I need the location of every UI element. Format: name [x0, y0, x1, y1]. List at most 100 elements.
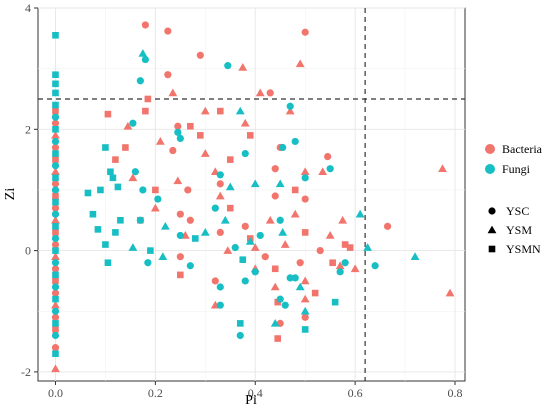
- data-point: [51, 234, 60, 243]
- data-point: [138, 49, 148, 57]
- data-point: [164, 71, 172, 79]
- data-point: [216, 283, 224, 291]
- data-point: [51, 119, 60, 127]
- data-point: [238, 63, 248, 71]
- data-point: [255, 88, 265, 97]
- data-point: [301, 313, 309, 321]
- data-point: [52, 295, 59, 303]
- data-point: [350, 264, 360, 273]
- x-tick-label: 0.0: [48, 386, 63, 400]
- data-point: [51, 364, 60, 373]
- data-point: [301, 195, 309, 203]
- data-point: [301, 28, 309, 36]
- data-point: [51, 162, 60, 170]
- data-point: [275, 179, 285, 188]
- data-point: [286, 274, 294, 282]
- data-point: [128, 173, 138, 182]
- data-point: [152, 186, 159, 194]
- data-point: [286, 102, 294, 110]
- data-point: [335, 261, 345, 270]
- data-point: [141, 55, 149, 64]
- data-point: [241, 277, 249, 285]
- data-point: [104, 110, 112, 118]
- data-point: [300, 294, 310, 303]
- data-point: [102, 241, 109, 248]
- data-point: [139, 186, 147, 194]
- data-point: [318, 167, 328, 176]
- data-point: [141, 21, 149, 29]
- data-point: [51, 313, 60, 321]
- data-point: [52, 198, 59, 206]
- data-point: [52, 89, 59, 97]
- threshold-lines: [38, 8, 465, 381]
- data-point: [311, 289, 319, 297]
- data-point: [338, 215, 348, 224]
- data-point: [129, 119, 137, 127]
- data-point: [226, 156, 234, 163]
- data-point: [215, 191, 225, 200]
- data-point: [241, 222, 249, 230]
- data-point: [251, 268, 259, 276]
- data-point: [52, 247, 59, 254]
- data-point: [51, 180, 60, 188]
- data-point: [97, 186, 104, 194]
- x-axis-title: Pi: [245, 393, 257, 408]
- data-point: [136, 77, 144, 85]
- x-tick-label: 0.6: [348, 386, 363, 400]
- data-point: [109, 174, 117, 182]
- data-point: [51, 344, 60, 352]
- data-point: [301, 229, 309, 236]
- data-point: [52, 80, 59, 88]
- data-point: [216, 107, 224, 115]
- data-point: [176, 210, 184, 218]
- data-point: [211, 204, 219, 212]
- data-point: [94, 226, 102, 233]
- y-tick-label: -2: [21, 365, 31, 379]
- data-point: [236, 331, 244, 340]
- data-point: [383, 222, 392, 230]
- data-point: [246, 132, 254, 139]
- data-point: [147, 247, 154, 254]
- data-point: [324, 152, 332, 161]
- legend-label-fungi: Fungi: [502, 162, 531, 176]
- data-point: [241, 149, 249, 158]
- data-point: [52, 326, 59, 333]
- data-point: [271, 192, 279, 200]
- data-point: [52, 350, 59, 358]
- data-point: [104, 259, 112, 267]
- data-point: [51, 252, 60, 260]
- data-point: [52, 31, 59, 39]
- data-point: [142, 107, 149, 115]
- data-point: [52, 71, 59, 79]
- data-point: [326, 165, 334, 173]
- data-point: [51, 167, 60, 176]
- data-point: [51, 300, 60, 309]
- data-point: [250, 243, 260, 251]
- data-point: [256, 231, 264, 240]
- data-point: [52, 126, 59, 133]
- data-point: [52, 320, 59, 327]
- data-point: [112, 156, 119, 163]
- data-point: [51, 143, 60, 152]
- data-point: [158, 252, 168, 260]
- data-point: [52, 174, 59, 182]
- data-point: [51, 210, 60, 218]
- data-point: [51, 113, 60, 121]
- data-point: [300, 306, 310, 315]
- data-point: [325, 231, 335, 239]
- data-point: [355, 209, 365, 218]
- data-point: [281, 301, 289, 309]
- series-fungi: [51, 31, 420, 358]
- data-point: [235, 106, 245, 115]
- data-point: [52, 150, 59, 157]
- data-point: [107, 168, 114, 176]
- data-point: [169, 146, 177, 155]
- data-point: [291, 137, 299, 146]
- legend-label-ysm: YSM: [506, 223, 532, 237]
- data-point: [291, 274, 299, 282]
- legend-label-ysc: YSC: [506, 204, 529, 218]
- data-point: [295, 282, 305, 291]
- data-point: [51, 186, 60, 194]
- data-point: [154, 195, 162, 203]
